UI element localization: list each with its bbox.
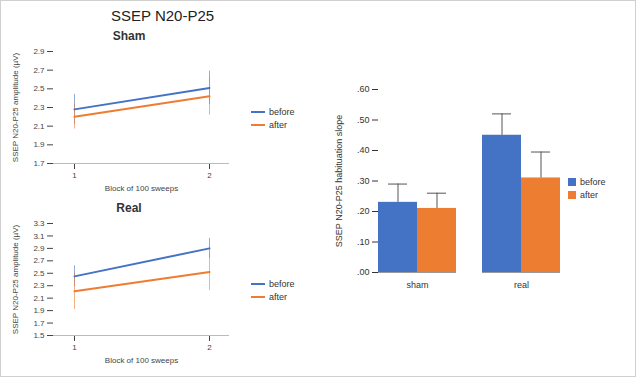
svg-text:2.1: 2.1 (33, 294, 45, 303)
svg-text:3.3: 3.3 (33, 219, 45, 228)
svg-text:.60: .60 (357, 84, 370, 94)
svg-text:2.3: 2.3 (33, 281, 45, 290)
svg-text:real: real (514, 280, 529, 290)
svg-text:.00: .00 (357, 267, 370, 277)
svg-text:2.9: 2.9 (33, 244, 45, 253)
svg-text:1.5: 1.5 (33, 331, 45, 340)
html-text:before: before (580, 177, 606, 187)
svg-text:SSEP N20-P25 amplitude (µV): SSEP N20-P25 amplitude (µV) (11, 52, 20, 162)
html-text:after: after (269, 291, 287, 302)
svg-text:.30: .30 (357, 176, 370, 186)
svg-text:2.5: 2.5 (33, 269, 45, 278)
svg-text:SSEP N20-P25 habituation slope: SSEP N20-P25 habituation slope (334, 115, 344, 247)
svg-text:.10: .10 (357, 237, 370, 247)
svg-text:3.1: 3.1 (33, 232, 45, 241)
html-text:after: after (269, 119, 287, 130)
svg-text:2.3: 2.3 (33, 103, 45, 112)
svg-text:1.7: 1.7 (33, 319, 45, 328)
svg-text:1: 1 (72, 343, 77, 352)
svg-text:2: 2 (207, 171, 212, 180)
html-text:after: after (580, 190, 598, 200)
svg-text:2.1: 2.1 (33, 122, 45, 131)
html-text:before: before (269, 106, 295, 117)
html-text:SSEP N20-P25: SSEP N20-P25 (111, 7, 215, 24)
html-text:Sham: Sham (112, 29, 146, 43)
svg-text:2.9: 2.9 (33, 47, 45, 56)
svg-text:2.5: 2.5 (33, 84, 45, 93)
svg-text:1.7: 1.7 (33, 159, 45, 168)
html-text:Real: Real (116, 201, 142, 215)
svg-text:2.7: 2.7 (33, 256, 45, 265)
svg-text:Block of 100 sweeps: Block of 100 sweeps (105, 184, 178, 193)
svg-text:sham: sham (406, 280, 428, 290)
svg-text:.50: .50 (357, 115, 370, 125)
svg-text:.20: .20 (357, 206, 370, 216)
svg-text:2: 2 (207, 343, 212, 352)
svg-text:1.9: 1.9 (33, 140, 45, 149)
svg-text:1: 1 (72, 171, 77, 180)
svg-text:SSEP N20-P25 amplitude (µV): SSEP N20-P25 amplitude (µV) (11, 224, 20, 334)
html-text:before: before (269, 278, 295, 289)
svg-text:2.7: 2.7 (33, 66, 45, 75)
svg-text:.40: .40 (357, 145, 370, 155)
svg-text:1.9: 1.9 (33, 306, 45, 315)
svg-text:Block of 100 sweeps: Block of 100 sweeps (105, 356, 178, 365)
